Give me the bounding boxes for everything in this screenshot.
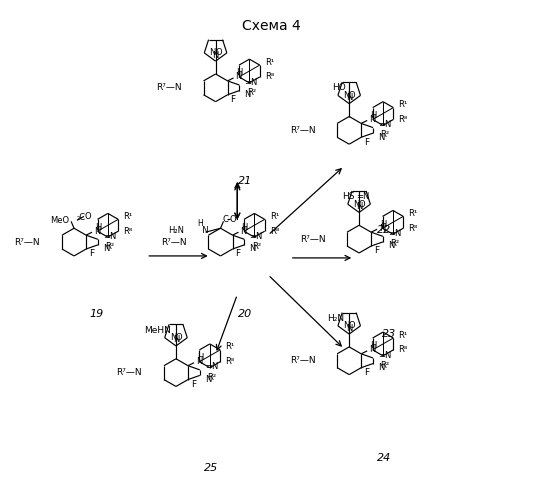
Text: =N: =N xyxy=(103,232,116,241)
Text: ₂C: ₂C xyxy=(77,213,86,222)
Text: 24: 24 xyxy=(377,452,391,462)
Text: H₂N: H₂N xyxy=(327,314,344,322)
Text: =N: =N xyxy=(378,120,391,129)
Text: N: N xyxy=(213,50,219,59)
Text: C: C xyxy=(222,215,228,224)
Text: =N: =N xyxy=(245,78,258,86)
Text: H: H xyxy=(370,342,377,350)
Text: R⁷—N: R⁷—N xyxy=(290,356,315,366)
Text: MeHN: MeHN xyxy=(144,326,171,334)
Text: R¹: R¹ xyxy=(123,212,133,221)
Text: N: N xyxy=(170,333,176,342)
Text: N: N xyxy=(343,91,349,100)
Text: R⁷—N: R⁷—N xyxy=(290,126,315,135)
Text: N: N xyxy=(378,363,384,372)
Text: F: F xyxy=(89,250,94,258)
Text: N: N xyxy=(103,244,109,254)
Text: R²: R² xyxy=(390,239,399,248)
Text: R²: R² xyxy=(380,361,390,370)
Text: N: N xyxy=(204,375,211,384)
Text: R⁷—N: R⁷—N xyxy=(116,368,142,377)
Text: O: O xyxy=(84,212,91,221)
Text: H₂N: H₂N xyxy=(168,226,184,234)
Text: R²: R² xyxy=(207,372,216,382)
Text: =N: =N xyxy=(249,232,263,241)
Text: N: N xyxy=(209,48,216,58)
Text: 21: 21 xyxy=(238,176,253,186)
Text: F: F xyxy=(364,368,370,377)
Text: R⁸: R⁸ xyxy=(398,115,407,124)
Text: =N: =N xyxy=(356,192,369,201)
Text: R¹: R¹ xyxy=(408,209,418,218)
Text: O: O xyxy=(215,48,222,58)
Text: R¹: R¹ xyxy=(398,330,407,340)
Text: N: N xyxy=(353,200,359,208)
Text: R¹: R¹ xyxy=(398,100,407,109)
Text: R⁸: R⁸ xyxy=(123,226,133,235)
Text: H: H xyxy=(241,223,248,232)
Text: N: N xyxy=(388,242,394,250)
Text: F: F xyxy=(191,380,196,389)
Text: F: F xyxy=(374,246,379,256)
Text: O: O xyxy=(349,322,355,330)
Text: 22: 22 xyxy=(377,226,391,235)
Text: HO: HO xyxy=(333,84,346,92)
Text: O: O xyxy=(349,91,355,100)
Text: R¹: R¹ xyxy=(269,212,279,221)
Text: 25: 25 xyxy=(203,462,217,472)
Text: O: O xyxy=(359,200,365,208)
Text: 19: 19 xyxy=(90,310,104,320)
Text: O: O xyxy=(229,215,236,224)
Text: H: H xyxy=(197,219,203,228)
Text: =N: =N xyxy=(204,362,218,372)
Text: N: N xyxy=(245,90,250,99)
Text: N: N xyxy=(235,72,242,82)
Text: R⁸: R⁸ xyxy=(225,357,234,366)
Text: F: F xyxy=(235,250,241,258)
Text: N: N xyxy=(346,93,352,102)
Text: H: H xyxy=(380,220,386,229)
Text: HS: HS xyxy=(341,192,354,201)
Text: N: N xyxy=(379,224,385,232)
Text: N: N xyxy=(369,346,375,354)
Text: N: N xyxy=(343,322,349,330)
Text: =N: =N xyxy=(378,350,391,360)
Text: R²: R² xyxy=(380,130,390,140)
Text: R⁷—N: R⁷—N xyxy=(300,234,325,244)
Text: R⁸: R⁸ xyxy=(269,226,279,235)
Text: R¹: R¹ xyxy=(265,58,274,66)
Text: R⁸: R⁸ xyxy=(408,224,418,232)
Text: F: F xyxy=(364,138,370,146)
Text: H: H xyxy=(95,223,101,232)
Text: N: N xyxy=(196,226,208,234)
Text: O: O xyxy=(176,333,182,342)
Text: F: F xyxy=(230,95,236,104)
Text: 20: 20 xyxy=(238,310,253,320)
Text: R⁷—N: R⁷—N xyxy=(161,238,187,246)
Text: N: N xyxy=(378,132,384,141)
Text: N: N xyxy=(241,226,247,235)
Text: H: H xyxy=(370,111,377,120)
Text: N: N xyxy=(173,336,179,344)
Text: 23: 23 xyxy=(381,329,396,339)
Text: MeO: MeO xyxy=(50,216,69,225)
Text: R⁸: R⁸ xyxy=(398,346,407,354)
Text: R⁷—N: R⁷—N xyxy=(156,84,182,92)
Text: =N: =N xyxy=(388,229,401,238)
Text: R⁸: R⁸ xyxy=(265,72,274,82)
Text: Схема 4: Схема 4 xyxy=(242,18,300,32)
Text: N: N xyxy=(346,324,352,332)
Text: N: N xyxy=(196,357,202,366)
Text: R²: R² xyxy=(105,242,114,251)
Text: N: N xyxy=(356,202,362,211)
Text: R²: R² xyxy=(247,88,256,97)
Text: H: H xyxy=(236,68,243,78)
Text: R⁷—N: R⁷—N xyxy=(15,238,40,246)
Text: N: N xyxy=(369,115,375,124)
Text: N: N xyxy=(249,244,256,254)
Text: R¹: R¹ xyxy=(225,342,234,351)
Text: N: N xyxy=(94,226,101,235)
Text: H: H xyxy=(197,354,203,362)
Text: R²: R² xyxy=(252,242,261,251)
